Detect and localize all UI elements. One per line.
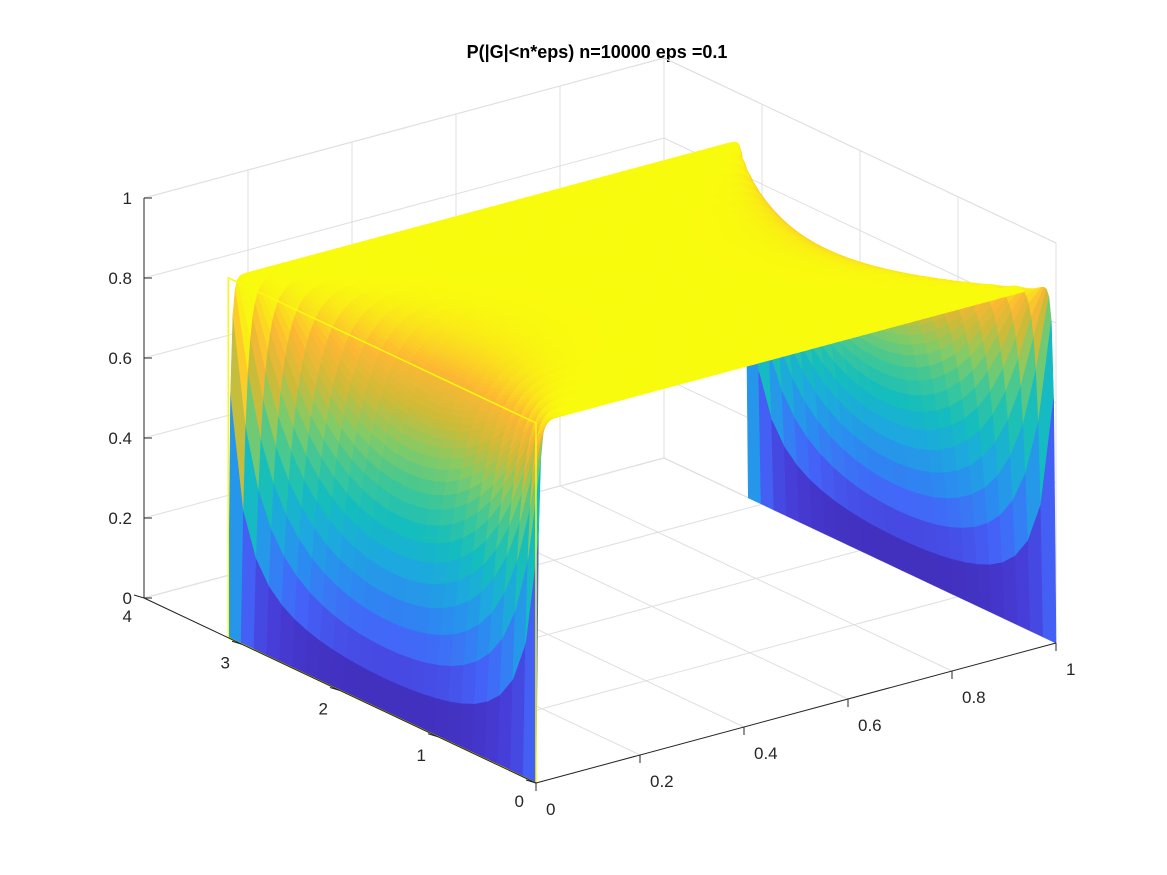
surface-patch (384, 647, 401, 685)
z-gridline (143, 137, 665, 279)
surface-patch (423, 524, 440, 544)
surface-patch (936, 406, 953, 430)
surface-patch (461, 660, 477, 704)
surface-patch (424, 633, 441, 666)
z-gridline (143, 57, 665, 199)
surface-patch (938, 425, 955, 451)
surface-patch (413, 505, 430, 526)
surface-strip (330, 216, 865, 693)
surface-patch (445, 700, 462, 748)
chart-title: P(|G|<n*eps) n=10000 eps =0.1 (467, 42, 728, 62)
surface-patch (386, 620, 403, 655)
surface-patch (409, 658, 426, 695)
surface-patch (394, 683, 411, 723)
surface-patch (986, 514, 1003, 566)
surface-plot (227, 141, 1057, 785)
surface-patch (401, 601, 418, 632)
surface-patch (416, 581, 433, 608)
surface-patch (945, 497, 962, 529)
surface-patch (918, 378, 935, 397)
surface-patch (428, 493, 445, 510)
surface-strip (227, 141, 762, 645)
surface-patch (408, 538, 425, 562)
surface-patch (435, 457, 452, 471)
surface-patch (1001, 555, 1018, 626)
surface-patch (923, 410, 940, 431)
surface-patch (958, 494, 975, 529)
surface-patch (911, 343, 928, 357)
surface-patch (973, 523, 990, 566)
surface-patch (437, 633, 454, 667)
surface-patch (429, 583, 446, 609)
surface-patch (442, 429, 459, 440)
